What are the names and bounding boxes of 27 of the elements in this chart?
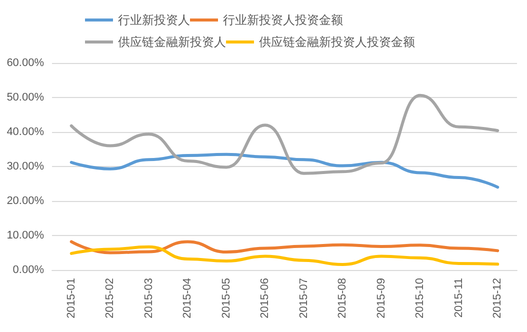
x-tick-label: 2015-12 [492,278,504,318]
x-tick-label: 2015-11 [452,278,465,318]
y-tick-label: 50.00% [6,92,44,104]
y-tick-label: 30.00% [6,160,44,172]
line-series [70,240,500,254]
x-tick-label: 2015-06 [259,278,272,318]
x-tick-label: 2015-01 [65,278,78,318]
y-tick-label: 10.00% [6,230,44,242]
x-tick-label: 2015-05 [220,278,232,318]
y-tick-label: 20.00% [6,195,44,207]
x-tick-label: 2015-08 [336,278,349,318]
y-tick-label: 60.00% [6,57,44,69]
y-tick-label: 40.00% [6,126,44,138]
x-tick-label: 2015-10 [414,278,426,318]
line-series [70,245,500,266]
line-series [70,152,500,189]
legend-label: 行业新投资人 [118,13,190,27]
x-tick-label: 2015-04 [182,278,194,318]
legend-label: 行业新投资人投资金额 [223,13,343,27]
x-tick-label: 2015-07 [298,278,310,318]
x-tick-label: 2015-02 [104,278,116,318]
x-tick-label: 2015-03 [142,278,155,318]
line-series [70,94,500,175]
legend-label: 供应链金融新投资人 [118,35,226,49]
x-tick-label: 2015-09 [375,278,388,318]
y-tick-label: 0.00% [12,264,44,276]
legend-label: 供应链金融新投资人投资金额 [259,35,415,49]
